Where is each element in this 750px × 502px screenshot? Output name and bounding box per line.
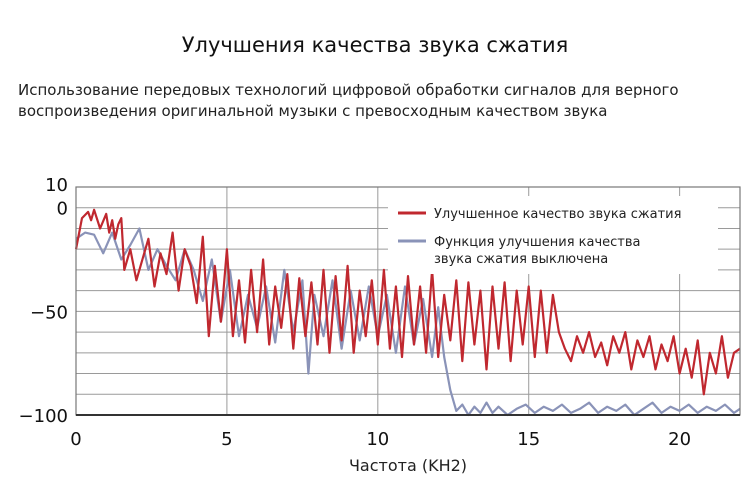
x-axis-label: Частота (KH2) — [349, 456, 467, 475]
axis-ticks: 0 5 10 15 20 10 0 −50 −100 — [19, 175, 692, 450]
legend-background — [388, 196, 718, 274]
chart-legend: Улучшенное качество звука сжатия Функция … — [388, 196, 718, 274]
legend-label: Улучшенное качество звука сжатия — [434, 207, 681, 222]
series-line-off — [75, 227, 741, 417]
x-tick-label: 15 — [517, 429, 540, 450]
series-line-enhanced — [74, 208, 741, 396]
x-tick-label: 20 — [668, 429, 691, 450]
chart-series — [74, 208, 741, 417]
page-title: Улучшения качества звука сжатия — [181, 33, 569, 57]
y-tick-label: 10 — [45, 175, 68, 196]
page-subtitle: Использование передовых технологий цифро… — [18, 81, 679, 120]
plot-frame — [75, 186, 741, 416]
y-tick-label: 0 — [57, 199, 68, 220]
x-tick-label: 10 — [366, 429, 389, 450]
y-tick-label: −100 — [19, 406, 68, 427]
legend-label: Функция улучшения качества звука сжатия в… — [434, 235, 641, 267]
x-tick-label: 0 — [70, 429, 81, 450]
x-tick-label: 5 — [221, 429, 232, 450]
y-tick-label: −50 — [30, 302, 68, 323]
